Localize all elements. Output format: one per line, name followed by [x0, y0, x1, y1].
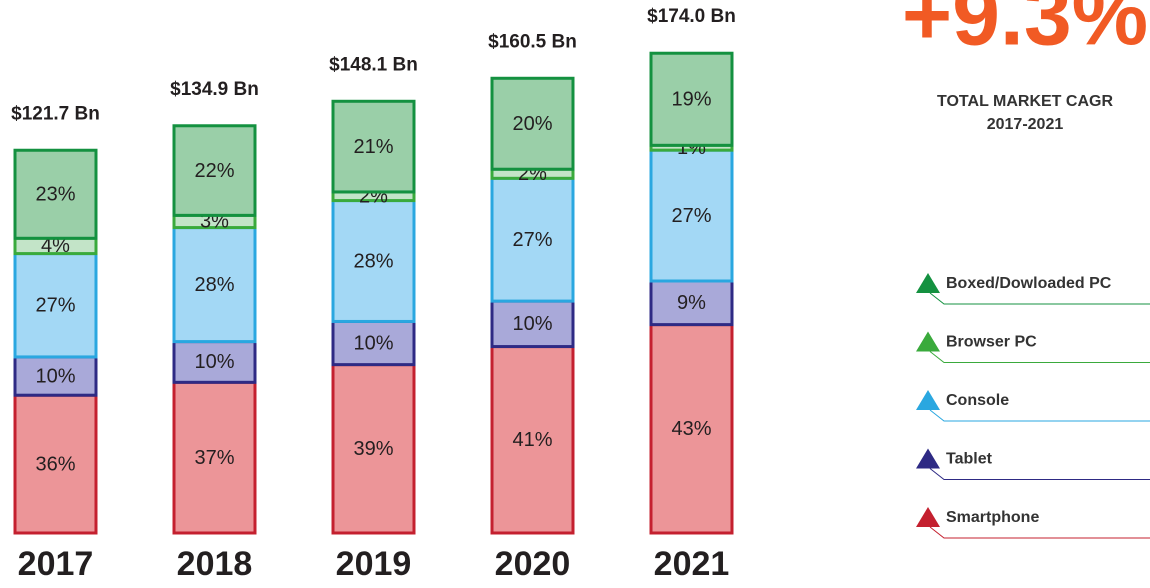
legend-marker: [916, 390, 940, 410]
total-label: $121.7 Bn: [11, 103, 100, 124]
legend-marker: [916, 448, 940, 469]
x-tick-label: 2018: [177, 545, 253, 583]
segment-label: 27%: [35, 295, 75, 317]
segment-label: 37%: [194, 447, 234, 469]
legend-label: Smartphone: [946, 509, 1039, 526]
bar-segment: [649, 148, 734, 283]
bar-segment: [13, 148, 98, 240]
bar-segment: [172, 124, 257, 217]
bar-segment: [172, 380, 257, 535]
cagr-caption: TOTAL MARKET CAGR: [937, 93, 1113, 110]
segment-label: 21%: [353, 136, 393, 158]
legend-underline: [929, 409, 1150, 422]
bar-segment: [331, 99, 416, 194]
legend-label: Console: [946, 392, 1009, 409]
bar-segment: [490, 299, 575, 349]
legend-marker: [916, 273, 940, 293]
total-label: $160.5 Bn: [488, 31, 577, 52]
bar-segment: [172, 226, 257, 344]
segment-label: 9%: [677, 292, 706, 314]
legend-underline: [929, 292, 1150, 305]
total-label: $148.1 Bn: [329, 54, 418, 75]
legend-marker: [916, 507, 940, 527]
cagr-caption: 2017-2021: [987, 116, 1064, 133]
total-label: $174.0 Bn: [647, 6, 736, 27]
x-tick-label: 2021: [654, 545, 730, 583]
legend-marker: [916, 331, 940, 352]
segment-label: 27%: [671, 205, 711, 227]
segment-label: 43%: [671, 418, 711, 440]
segment-label: 4%: [41, 235, 70, 257]
legend-underline: [929, 526, 1150, 539]
legend-label: Tablet: [946, 451, 993, 468]
segment-label: 27%: [512, 229, 552, 251]
segment-label: 39%: [353, 438, 393, 460]
bar-segment: [490, 76, 575, 171]
segment-label: 20%: [512, 113, 552, 135]
x-tick-label: 2019: [336, 545, 412, 583]
segment-label: 22%: [194, 160, 234, 182]
legend-label: Browser PC: [946, 334, 1037, 351]
bar-segment: [13, 355, 98, 397]
legend-label: Boxed/Dowloaded PC: [946, 275, 1112, 292]
total-label: $134.9 Bn: [170, 79, 259, 100]
legend-underline: [929, 468, 1150, 480]
x-tick-label: 2020: [495, 545, 571, 583]
segment-label: 10%: [194, 351, 234, 373]
bar-segment: [331, 199, 416, 323]
bar-segment: [490, 345, 575, 535]
legend-underline: [929, 351, 1150, 363]
segment-label: 23%: [35, 184, 75, 206]
segment-label: 10%: [35, 365, 75, 387]
bar-segment: [649, 51, 734, 147]
segment-label: 36%: [35, 453, 75, 475]
headline: +9.3%: [902, 0, 1148, 64]
bar-segment: [13, 393, 98, 535]
segment-label: 19%: [671, 89, 711, 111]
segment-label: 28%: [353, 250, 393, 272]
segment-label: 41%: [512, 429, 552, 451]
bar-segment: [331, 363, 416, 535]
segment-label: 28%: [194, 274, 234, 296]
bar-segment: [649, 323, 734, 535]
segment-label: 10%: [512, 313, 552, 335]
segment-label: 10%: [353, 332, 393, 354]
x-tick-label: 2017: [18, 545, 94, 583]
